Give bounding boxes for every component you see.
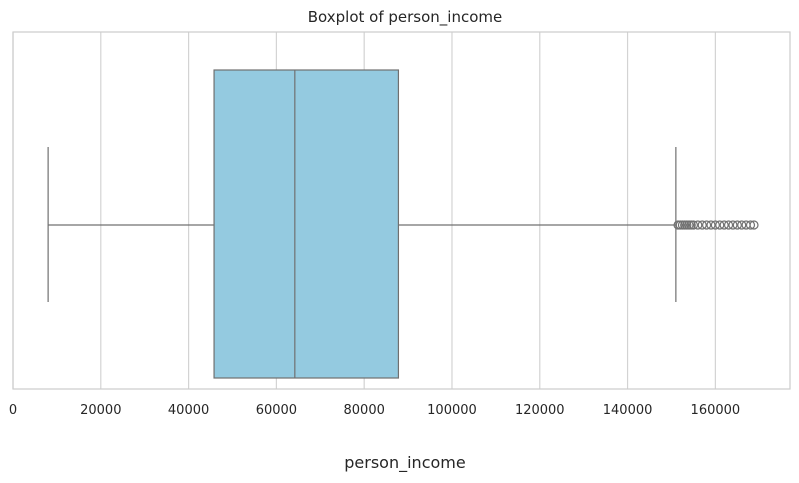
outlier-point: [732, 220, 742, 230]
x-tick-label: 80000: [344, 403, 385, 418]
outlier-point: [723, 220, 734, 230]
x-tick-label: 40000: [168, 403, 209, 418]
outlier-point: [719, 220, 729, 230]
iqr-box: [213, 69, 400, 379]
outlier-point: [737, 220, 747, 230]
outlier-point: [728, 220, 738, 230]
outlier-point: [715, 220, 725, 230]
outlier-point: [749, 220, 759, 230]
x-tick-label: 0: [9, 403, 17, 418]
x-tick-label: 160000: [691, 403, 741, 418]
x-tick-label: 20000: [80, 403, 121, 418]
outlier-point: [745, 220, 756, 230]
outlier-point: [693, 220, 703, 230]
x-tick-label: 140000: [603, 403, 653, 418]
x-tick-label: 60000: [256, 403, 297, 418]
plot-frame: [12, 31, 791, 390]
x-axis-label: person_income: [344, 453, 465, 473]
outlier-point: [701, 220, 712, 230]
x-tick-labels: 0 20000 40000 60000 80000 100000 120000 140000 1…: [9, 403, 740, 418]
outlier-point: [697, 220, 707, 230]
outliers-layer: [673, 220, 759, 230]
x-tick-label: 100000: [427, 403, 477, 418]
chart-title: Boxplot of person_income: [308, 8, 502, 27]
outlier-point: [688, 220, 699, 230]
outlier-point: [706, 220, 716, 230]
boxplot-layer: [47, 69, 677, 379]
outlier-point: [710, 220, 720, 230]
x-tick-label: 120000: [515, 403, 565, 418]
